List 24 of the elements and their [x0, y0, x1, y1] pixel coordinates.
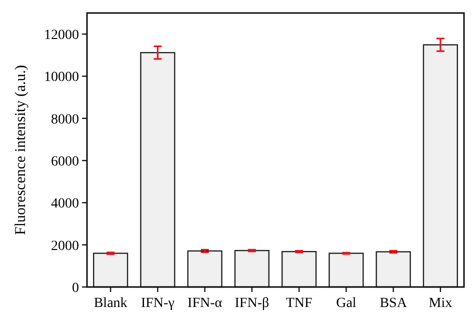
- y-tick-label: 0: [72, 280, 79, 296]
- x-tick-label: BSA: [380, 296, 408, 311]
- bar: [376, 251, 411, 288]
- bar: [234, 250, 270, 288]
- bar: [328, 252, 364, 288]
- y-tick-label: 8000: [51, 112, 79, 128]
- x-tick-label: Blank: [94, 296, 128, 311]
- bar: [187, 250, 222, 288]
- x-tick-label: Mix: [428, 296, 452, 311]
- y-tick-label: 6000: [51, 154, 79, 170]
- bar: [140, 52, 176, 288]
- y-axis-title: Fluorescence intensity (a.u.): [13, 65, 29, 235]
- y-tick-label: 4000: [51, 196, 79, 212]
- bar: [422, 44, 458, 288]
- bar: [93, 252, 128, 288]
- x-tick-label: IFN-α: [188, 296, 223, 311]
- x-tick-label: IFN-β: [234, 296, 270, 311]
- y-tick-label: 10000: [44, 70, 79, 86]
- bar: [282, 250, 317, 288]
- x-tick-label: Gal: [336, 296, 356, 311]
- y-tick-label: 12000: [44, 28, 79, 43]
- x-tick-label: IFN-γ: [140, 296, 174, 311]
- y-tick-label: 2000: [51, 238, 79, 254]
- x-tick-label: TNF: [286, 296, 312, 311]
